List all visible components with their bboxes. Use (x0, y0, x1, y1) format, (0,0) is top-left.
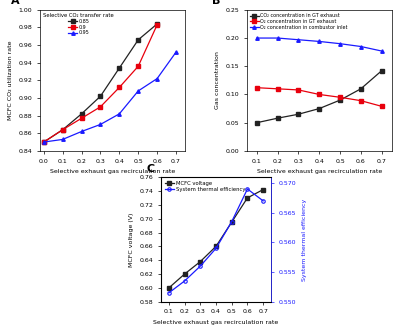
0.9 (117, 85, 122, 89)
MCFC voltage (198, 260, 203, 264)
Legend: CO₂ concentration in GT exhaust, O₂ concentration in GT exhaust, O₂ concentratio: CO₂ concentration in GT exhaust, O₂ conc… (249, 12, 349, 31)
0.95 (155, 77, 160, 81)
O₂ concentration in GT exhaust (254, 86, 259, 90)
O₂ concentration in GT exhaust (358, 99, 363, 103)
MCFC voltage (214, 244, 218, 248)
CO₂ concentration in GT exhaust (275, 116, 280, 120)
CO₂ concentration in GT exhaust (338, 98, 342, 102)
MCFC voltage (245, 196, 250, 200)
Text: A: A (11, 0, 20, 6)
0.9 (60, 128, 65, 132)
0.85 (79, 112, 84, 116)
O₂ concentration in GT exhaust (296, 88, 301, 92)
0.85 (60, 128, 65, 132)
O₂ concentration in combustor inlet (275, 36, 280, 40)
System thermal efficiency (198, 264, 203, 268)
O₂ concentration in combustor inlet (358, 45, 363, 49)
Line: O₂ concentration in GT exhaust: O₂ concentration in GT exhaust (255, 86, 383, 108)
O₂ concentration in GT exhaust (317, 92, 322, 96)
MCFC voltage (166, 286, 171, 290)
0.9 (41, 140, 46, 144)
Y-axis label: MCFC CO₂ utilization rate: MCFC CO₂ utilization rate (8, 41, 13, 120)
0.9 (79, 116, 84, 120)
System thermal efficiency (261, 199, 266, 203)
0.95 (79, 130, 84, 133)
0.9 (136, 64, 141, 68)
Line: O₂ concentration in combustor inlet: O₂ concentration in combustor inlet (255, 36, 383, 53)
System thermal efficiency (245, 187, 250, 191)
O₂ concentration in combustor inlet (317, 39, 322, 43)
O₂ concentration in combustor inlet (254, 36, 259, 40)
0.95 (174, 50, 178, 54)
Y-axis label: System thermal efficiency: System thermal efficiency (302, 198, 307, 280)
CO₂ concentration in GT exhaust (296, 112, 301, 116)
Line: System thermal efficiency: System thermal efficiency (167, 187, 265, 295)
Line: 0.9: 0.9 (42, 23, 159, 144)
Y-axis label: Gas concentration: Gas concentration (215, 51, 220, 109)
CO₂ concentration in GT exhaust (379, 69, 384, 73)
0.9 (155, 23, 160, 27)
0.95 (41, 140, 46, 144)
System thermal efficiency (166, 291, 171, 295)
0.85 (41, 140, 46, 144)
CO₂ concentration in GT exhaust (358, 87, 363, 91)
0.95 (117, 112, 122, 116)
O₂ concentration in combustor inlet (296, 38, 301, 42)
Text: C: C (147, 164, 155, 174)
Y-axis label: MCFC voltage (V): MCFC voltage (V) (129, 212, 134, 267)
0.9 (98, 105, 103, 109)
MCFC voltage (261, 188, 266, 192)
Legend: 0.85, 0.9, 0.95: 0.85, 0.9, 0.95 (42, 12, 115, 36)
MCFC voltage (229, 220, 234, 224)
Line: 0.95: 0.95 (42, 51, 178, 144)
O₂ concentration in combustor inlet (338, 42, 342, 46)
0.95 (60, 137, 65, 141)
System thermal efficiency (229, 220, 234, 224)
0.85 (98, 94, 103, 98)
Line: 0.85: 0.85 (42, 22, 159, 144)
O₂ concentration in GT exhaust (379, 104, 384, 108)
MCFC voltage (182, 272, 187, 276)
O₂ concentration in GT exhaust (338, 95, 342, 99)
X-axis label: Selective exhaust gas recirculation rate: Selective exhaust gas recirculation rate (50, 169, 175, 174)
O₂ concentration in combustor inlet (379, 49, 384, 53)
Legend: MCFC voltage, System thermal efficiency: MCFC voltage, System thermal efficiency (164, 180, 246, 193)
X-axis label: Selective exhaust gas recirculation rate: Selective exhaust gas recirculation rate (257, 169, 382, 174)
Line: CO₂ concentration in GT exhaust: CO₂ concentration in GT exhaust (255, 69, 383, 124)
0.85 (136, 38, 141, 42)
0.95 (136, 89, 141, 93)
CO₂ concentration in GT exhaust (254, 121, 259, 125)
0.95 (98, 122, 103, 126)
System thermal efficiency (182, 279, 187, 283)
Line: MCFC voltage: MCFC voltage (167, 188, 265, 290)
O₂ concentration in GT exhaust (275, 87, 280, 91)
X-axis label: Selective exhaust gas recirculation rate: Selective exhaust gas recirculation rate (153, 320, 279, 325)
System thermal efficiency (214, 246, 218, 250)
CO₂ concentration in GT exhaust (317, 107, 322, 111)
0.85 (117, 66, 122, 70)
0.85 (155, 22, 160, 26)
Text: B: B (212, 0, 220, 6)
